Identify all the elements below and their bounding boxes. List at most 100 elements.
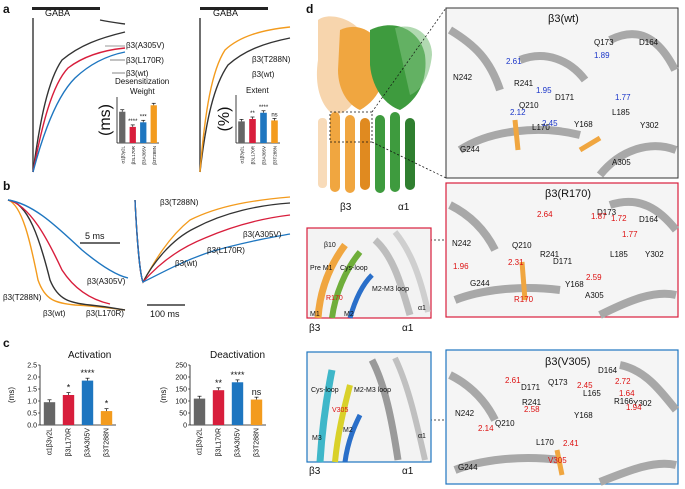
category-label: α1β3γ2L (47, 428, 54, 455)
zoom1-alpha1: α1 (418, 305, 426, 312)
scale-label-b-left: 5 ms (85, 231, 105, 241)
residue-label: L170 (532, 123, 550, 132)
detail-wt-title: β3(wt) (548, 13, 579, 25)
significance-label: ** (215, 378, 223, 388)
leader-d-2 (371, 141, 447, 179)
residue-label: G244 (470, 279, 490, 288)
leader-d-1 (371, 7, 447, 113)
y-tick-label: 0.5 (27, 411, 37, 418)
trace-a-right-t288n (199, 26, 291, 173)
residue-label: R241 (540, 250, 560, 259)
y-tick-label: 50 (179, 411, 187, 418)
zoom1-r170: R170 (326, 295, 343, 302)
bar-1 (129, 126, 136, 143)
residue-label: R166 (614, 397, 634, 406)
inset-desens-weight-chart: α1β3γ2L **** β3L170R *** β3A305V β3T288N (ms) (97, 97, 159, 165)
y-tick-label: 150 (175, 387, 187, 394)
residue-label: L185 (612, 108, 630, 117)
traces-a-right (199, 18, 291, 173)
y-tick-label: 250 (175, 363, 187, 370)
residue-label: N242 (455, 409, 475, 418)
significance-label: * (105, 399, 109, 409)
distance-label: 2.45 (577, 381, 593, 390)
bar-1 (249, 119, 256, 143)
bar-0 (193, 398, 206, 425)
detail-r170-title: β3(R170) (545, 188, 591, 200)
residue-label: Q210 (495, 419, 515, 428)
distance-label: 2.72 (615, 377, 631, 386)
receptor-structure (316, 16, 432, 193)
bar-0 (119, 111, 126, 143)
bar-1 (212, 390, 225, 425)
zoom1-m2: M2 (344, 311, 354, 318)
zoom2-alpha1: α1 (418, 433, 426, 440)
trace-b-right-t288n (134, 196, 291, 284)
inset-desens-title: Desensitization (115, 77, 169, 86)
distance-label: 1.72 (611, 214, 627, 223)
trace-b-left-a305v (7, 199, 129, 279)
label-a-right-t288n: β3(T288N) (252, 55, 291, 64)
category-label: β3T288N (152, 146, 157, 165)
distance-label: 1.77 (622, 230, 638, 239)
activation-title: Activation (68, 350, 111, 361)
residue-label: L185 (610, 250, 628, 259)
category-label: α1β3γ2L (197, 428, 204, 455)
chain-alpha-label: α1 (398, 202, 410, 213)
category-label: β3A305V (141, 146, 146, 165)
y-tick-label: 2.5 (27, 363, 37, 370)
y-tick-label: 100 (175, 399, 187, 406)
residue-label: R241 (522, 398, 542, 407)
category-label: α1β3γ2L (240, 146, 245, 164)
distance-label: 1.64 (619, 389, 635, 398)
distance-label: 1.87 (591, 212, 607, 221)
label-a-left-a305v: β3(A305V) (126, 41, 165, 50)
label-a-right-wt: β3(wt) (252, 70, 275, 79)
detail-v305-title: β3(V305) (545, 356, 590, 368)
significance-label: ns (271, 112, 277, 118)
y-tick-label: 0.0 (27, 423, 37, 430)
trace-a-right-wt (199, 37, 291, 173)
y-axis-label: (%) (216, 107, 233, 132)
zoom-v305-ribbons (316, 356, 428, 463)
label-b-left-l170r: β3(L170R) (86, 309, 124, 318)
gaba-bar-left (32, 7, 100, 10)
bar-2 (81, 380, 94, 425)
distance-label: 2.31 (508, 258, 524, 267)
residue-label: R170 (514, 295, 534, 304)
trace-b-left-wt (7, 199, 126, 311)
residue-label: R241 (514, 79, 534, 88)
label-b-right-wt: β3(wt) (175, 259, 198, 268)
trace-b-left-t288n (7, 199, 126, 311)
zoom2-m2: M2 (343, 427, 353, 434)
detail-v305-labels: D164 Q173 D171 L165 R166 Y302 N242 R241 Q210 Y168… (455, 366, 652, 472)
deactivation-title: Deactivation (210, 350, 265, 361)
bar-3 (271, 120, 278, 143)
residue-label: N242 (452, 239, 472, 248)
residue-label: L170 (536, 438, 554, 447)
distance-label: 2.59 (586, 273, 602, 282)
residue-label: Y302 (640, 121, 659, 130)
category-label: β3T288N (273, 146, 278, 165)
significance-label: **** (230, 370, 245, 380)
detail-v305-ribbons (448, 361, 680, 486)
residue-label: A305 (612, 158, 631, 167)
residue-label: G244 (460, 145, 480, 154)
residue-label: Y302 (633, 399, 652, 408)
residue-label: L165 (583, 389, 601, 398)
trace-b-right-a305v (134, 199, 291, 283)
zoom1-chain-alpha: α1 (402, 323, 414, 334)
zoom1-cys-loop: Cys-loop (340, 265, 368, 272)
category-label: β3T288N (254, 428, 261, 457)
traces-b-left (7, 199, 129, 311)
category-label: β3L170R (66, 428, 73, 457)
label-b-left-wt: β3(wt) (43, 309, 66, 318)
category-label: β3A305V (235, 428, 242, 457)
trace-b-right-wt (134, 199, 291, 284)
residue-label: Y302 (645, 250, 664, 259)
label-b-right-a305v: β3(A305V) (243, 230, 282, 239)
significance-label: * (67, 383, 71, 393)
label-b-right-l170r: β3(L170R) (207, 246, 245, 255)
panel-label-a: a (3, 2, 10, 16)
y-tick-label: 200 (175, 375, 187, 382)
